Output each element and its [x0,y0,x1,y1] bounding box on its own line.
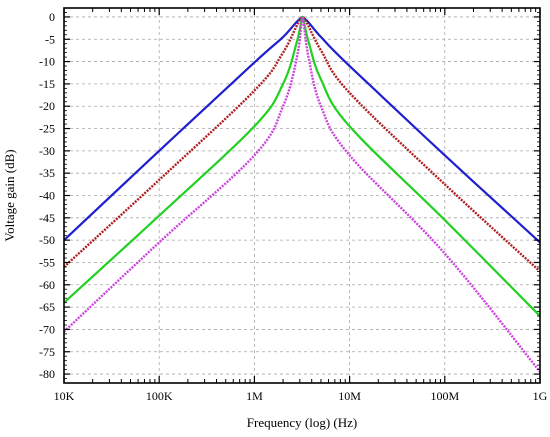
y-tick-label: -5 [45,32,55,46]
series-line-3 [63,15,541,317]
x-tick-label: 100K [146,389,173,403]
series-line-4 [63,15,541,373]
y-tick-label: -75 [39,345,55,359]
y-axis-label: Voltage gain (dB) [2,149,17,241]
series-layer [63,15,541,373]
y-tick-label: -15 [39,77,55,91]
y-tick-label: -50 [39,233,55,247]
y-tick-label: -40 [39,189,55,203]
y-tick-label: -55 [39,255,55,269]
y-tick-label: -60 [39,278,55,292]
x-tick-labels: 10K 100K 1M 10M 100M 1G [54,389,548,403]
x-tick-label: 10K [54,389,75,403]
y-tick-label: -65 [39,300,55,314]
y-tick-label: 0 [49,10,55,24]
x-tick-label: 1G [533,389,548,403]
x-tick-label: 100M [430,389,459,403]
x-tick-label: 1M [246,389,263,403]
y-tick-label: -30 [39,144,55,158]
y-tick-label: -45 [39,211,55,225]
y-tick-label: -80 [39,367,55,381]
y-tick-labels: 0 -5 -10 -15 -20 -25 -30 -35 -40 -45 -50 -55 -60 -65 -… [39,10,55,381]
y-tick-label: -10 [39,55,55,69]
y-tick-label: -35 [39,166,55,180]
y-tick-label: -20 [39,99,55,113]
ticks [63,7,541,384]
y-tick-label: -25 [39,122,55,136]
x-tick-label: 10M [338,389,361,403]
x-axis-label: Frequency (log) (Hz) [247,415,357,430]
series-line-2 [63,15,541,273]
y-tick-label: -70 [39,322,55,336]
